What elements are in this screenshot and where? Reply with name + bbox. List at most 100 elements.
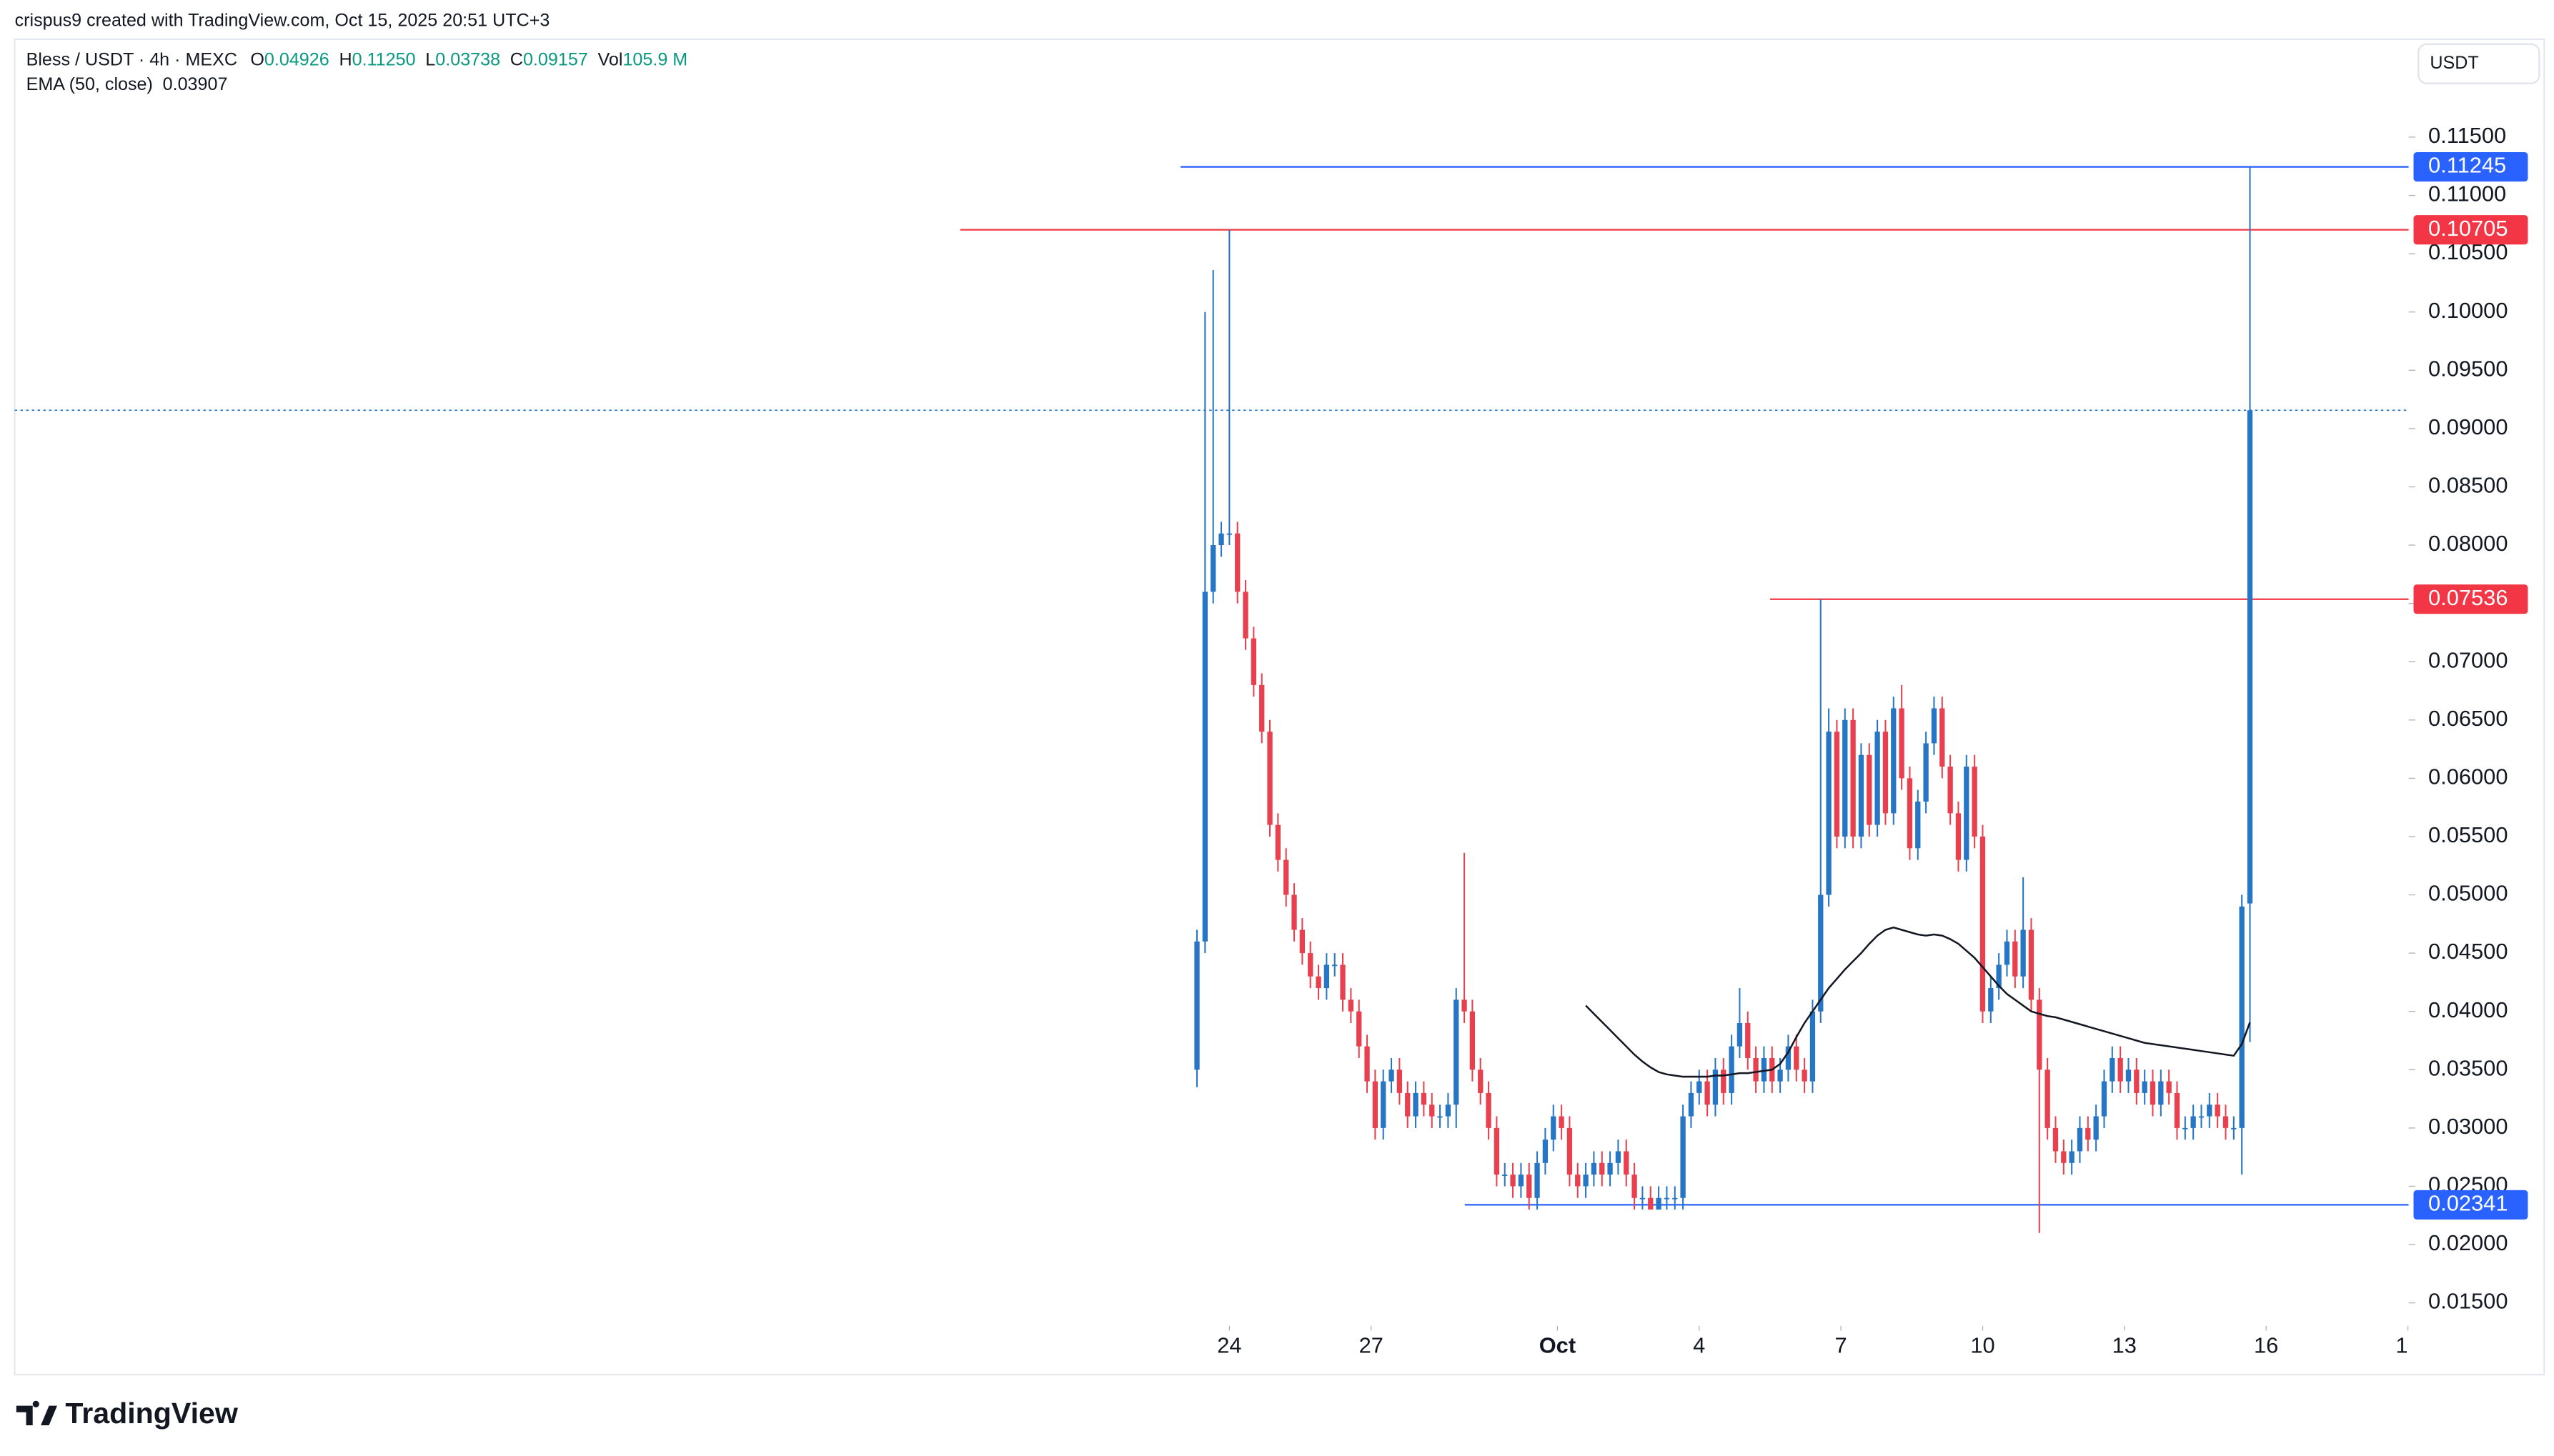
candle-body — [1316, 976, 1321, 989]
candle-body — [1566, 1127, 1573, 1175]
candle-body — [2069, 1151, 2074, 1163]
price-tag-label: 0.02341 — [2428, 1191, 2508, 1216]
y-tick-label: 0.02000 — [2428, 1230, 2508, 1255]
x-tick-label: 19 — [2395, 1332, 2420, 1357]
candle-body — [1469, 1011, 1476, 1070]
candle-body — [1275, 824, 1281, 860]
candle-body — [2020, 929, 2026, 977]
y-tick-label: 0.09000 — [2428, 414, 2508, 439]
candle-body — [1915, 802, 1921, 849]
plot-area — [14, 166, 2409, 1233]
candle-body — [1323, 964, 1330, 989]
candle-body — [1364, 1046, 1370, 1082]
candle-body — [1753, 1057, 1759, 1082]
candle-body — [1283, 859, 1289, 895]
x-tick-label: 7 — [1835, 1332, 1847, 1357]
candle-body — [1591, 1162, 1597, 1175]
y-tick-label: 0.08000 — [2428, 531, 2508, 556]
candle-body — [2158, 1081, 2164, 1105]
candle-body — [2247, 410, 2253, 904]
x-tick-label: 27 — [1359, 1332, 1383, 1357]
candle-body — [1454, 999, 1459, 1105]
candle-body — [1648, 1197, 1654, 1210]
candle-body — [1251, 638, 1257, 685]
price-tag-label: 0.07536 — [2428, 585, 2508, 610]
candle-body — [1874, 732, 1880, 825]
candle-body — [1429, 1105, 1435, 1117]
candle-body — [2198, 1116, 2205, 1118]
currency-box[interactable] — [2418, 43, 2540, 84]
candle-body — [1259, 684, 1265, 732]
candle-body — [1299, 929, 1306, 954]
candle-body — [1794, 1046, 1799, 1070]
candle-body — [1891, 708, 1897, 814]
x-tick-label: Oct — [1539, 1332, 1576, 1357]
candle-body — [1972, 767, 1977, 837]
candle-body — [1979, 836, 1986, 1012]
currency: USDT — [2430, 53, 2478, 73]
candle-body — [1729, 1046, 1734, 1093]
candle-body — [1405, 1092, 1411, 1117]
candle-body — [1712, 1069, 1719, 1105]
candle-body — [1308, 953, 1313, 977]
candle-body — [1575, 1175, 1581, 1187]
candle-body — [1704, 1081, 1710, 1105]
y-tick-label: 0.10000 — [2428, 298, 2508, 323]
candle-body — [1964, 767, 1969, 860]
candle-body — [1696, 1081, 1702, 1093]
candle-body — [1202, 592, 1208, 942]
y-tick-label: 0.06500 — [2428, 706, 2508, 731]
candle-body — [1243, 592, 1248, 639]
candle-body — [1534, 1162, 1540, 1198]
candle-body — [1599, 1162, 1605, 1175]
candle-body — [2207, 1105, 2212, 1117]
readout-label: C — [510, 49, 523, 69]
price-tag — [2413, 151, 2528, 182]
candle-body — [2085, 1127, 2091, 1140]
readout-label: H — [339, 49, 352, 69]
price-tag-label: 0.11245 — [2428, 153, 2506, 178]
candle-body — [1607, 1162, 1613, 1175]
x-tick-label: 13 — [2112, 1332, 2137, 1357]
candle-body — [1445, 1105, 1451, 1117]
x-tick-label: 24 — [1217, 1332, 1241, 1357]
candle-body — [1372, 1081, 1378, 1128]
ema-line — [1585, 926, 2251, 1078]
indicator-name: EMA (50, close) — [26, 74, 153, 94]
readout-value: 0.04926 — [264, 49, 329, 69]
candle-body — [1494, 1127, 1500, 1175]
readout-value: 0.09157 — [523, 49, 588, 69]
candle-body — [1842, 719, 1848, 837]
candle-body — [1721, 1069, 1726, 1093]
candle-body — [2222, 1116, 2229, 1128]
candle-body — [1478, 1069, 1484, 1093]
symbol-line: Bless / USDT · 4h · MEXC O0.04926 H0.11250… — [26, 49, 688, 69]
candle-body — [1348, 999, 1354, 1012]
candle-body — [1680, 1116, 1686, 1198]
candle-body — [1559, 1116, 1564, 1128]
candle-body — [1850, 719, 1856, 837]
readout-label: L — [425, 49, 435, 69]
candle-body — [1267, 732, 1273, 825]
candle-body — [1899, 708, 1904, 779]
price-tag — [2413, 215, 2528, 245]
candle-body — [2004, 941, 2010, 965]
readout-value: 0.03738 — [435, 49, 500, 69]
candle-body — [1218, 533, 1224, 546]
candle-body — [1235, 533, 1241, 592]
logo-icon — [16, 1400, 57, 1425]
y-tick-label: 0.03500 — [2428, 1055, 2508, 1080]
candle-body — [1809, 1011, 1816, 1082]
x-axis: 24 27 Oct 4 7 10 13 16 19 — [1217, 1325, 2420, 1357]
candle-body — [1907, 778, 1913, 849]
candle-body — [2110, 1057, 2115, 1082]
indicator-line: EMA (50, close) 0.03907 — [26, 74, 228, 94]
price-tag-label: 0.10705 — [2428, 216, 2508, 241]
candle-body — [1510, 1175, 1516, 1187]
candle-body — [1656, 1197, 1661, 1210]
y-tick-label: 0.05500 — [2428, 822, 2508, 847]
candle-body — [2150, 1081, 2156, 1105]
candle-body — [1551, 1116, 1556, 1140]
candle-body — [2166, 1081, 2172, 1093]
price-tag — [2413, 584, 2528, 614]
